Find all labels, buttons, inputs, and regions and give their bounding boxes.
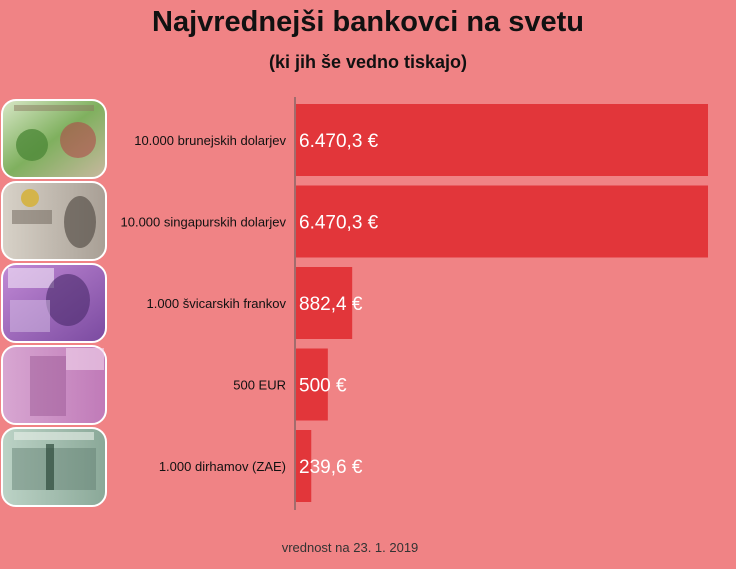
brunei-banknote-icon bbox=[1, 99, 107, 179]
chart-title: Najvrednejši bankovci na svetu bbox=[152, 6, 584, 38]
category-label-0: 10.000 brunejskih dolarjev bbox=[134, 133, 286, 148]
value-labels-group: 6.470,3 € 6.470,3 € 882,4 € 500 € 239,6 € bbox=[299, 131, 379, 478]
category-label-4: 1.000 dirhamov (ZAE) bbox=[159, 459, 286, 474]
value-label-2: 882,4 € bbox=[299, 294, 363, 315]
value-label-3: 500 € bbox=[299, 376, 347, 397]
category-label-3: 500 EUR bbox=[233, 378, 286, 393]
category-label-2: 1.000 švicarskih frankov bbox=[147, 296, 287, 311]
bar-3 bbox=[296, 348, 328, 421]
bars-group bbox=[296, 104, 709, 502]
bar-2 bbox=[296, 267, 353, 339]
uae-dirham-banknote-icon bbox=[1, 427, 107, 507]
euro-banknote-icon bbox=[1, 345, 107, 425]
value-label-4: 239,6 € bbox=[299, 457, 363, 478]
footnote: vrednost na 23. 1. 2019 bbox=[281, 540, 419, 555]
singapore-banknote-icon bbox=[1, 181, 107, 261]
bar-4 bbox=[296, 430, 312, 502]
bar-1 bbox=[296, 185, 709, 258]
value-label-0: 6.470,3 € bbox=[299, 131, 379, 152]
bar-0 bbox=[296, 104, 709, 176]
swiss-franc-banknote-icon bbox=[1, 263, 107, 343]
category-label-1: 10.000 singapurskih dolarjev bbox=[121, 215, 287, 230]
chart-subtitle: (ki jih še vedno tiskajo) bbox=[268, 52, 468, 72]
value-label-1: 6.470,3 € bbox=[299, 213, 379, 234]
category-labels-group: 10.000 brunejskih dolarjev 10.000 singapu… bbox=[121, 133, 287, 474]
